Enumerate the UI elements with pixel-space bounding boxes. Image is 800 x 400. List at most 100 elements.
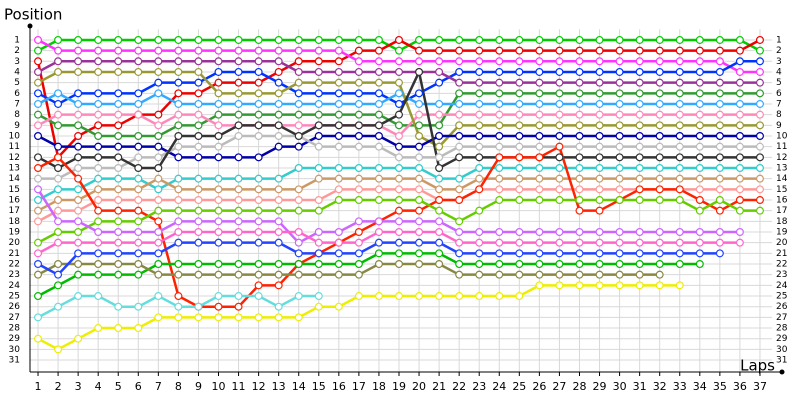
- lap-marker: [394, 78, 403, 87]
- lap-marker: [715, 121, 724, 130]
- lap-marker: [294, 131, 303, 140]
- lap-marker: [254, 46, 263, 55]
- lap-marker: [74, 238, 83, 247]
- y-tick-label: 19: [9, 228, 21, 238]
- y-axis-title: Position: [4, 6, 62, 24]
- lap-marker: [435, 260, 444, 269]
- lap-marker: [515, 121, 524, 130]
- lap-marker: [354, 131, 363, 140]
- lap-marker: [294, 163, 303, 172]
- lap-marker: [74, 217, 83, 226]
- lap-marker: [34, 57, 43, 66]
- lap-marker: [394, 292, 403, 301]
- y-tick-label-right: 2: [776, 46, 782, 56]
- lap-marker: [595, 260, 604, 269]
- lap-marker: [475, 228, 484, 237]
- lap-marker: [455, 228, 464, 237]
- lap-marker: [254, 131, 263, 140]
- lap-marker: [114, 142, 123, 151]
- lap-marker: [114, 217, 123, 226]
- lap-marker: [695, 163, 704, 172]
- lap-marker: [114, 174, 123, 183]
- lap-marker: [394, 89, 403, 98]
- lap-marker: [415, 249, 424, 258]
- lap-marker: [174, 110, 183, 119]
- x-tick-label: 26: [532, 380, 546, 393]
- lap-marker: [314, 206, 323, 215]
- lap-marker: [555, 78, 564, 87]
- y-tick-label: 22: [9, 260, 20, 270]
- lap-marker: [134, 142, 143, 151]
- lap-marker: [274, 185, 283, 194]
- lap-marker: [595, 121, 604, 130]
- lap-marker: [134, 163, 143, 172]
- lap-marker: [735, 228, 744, 237]
- lap-marker: [455, 89, 464, 98]
- lap-marker: [274, 57, 283, 66]
- lap-marker: [334, 121, 343, 130]
- lap-marker: [515, 57, 524, 66]
- lap-marker: [715, 163, 724, 172]
- x-tick-label: 15: [312, 380, 326, 393]
- lap-marker: [154, 174, 163, 183]
- lap-marker: [374, 260, 383, 269]
- lap-marker: [234, 89, 243, 98]
- y-tick-label-right: 11: [776, 142, 787, 152]
- lap-marker: [174, 174, 183, 183]
- lap-marker: [695, 89, 704, 98]
- y-tick-label-right: 6: [776, 89, 782, 99]
- lap-marker: [54, 185, 63, 194]
- y-tick-label-right: 10: [776, 131, 788, 141]
- lap-marker: [234, 57, 243, 66]
- lap-marker: [374, 174, 383, 183]
- lap-marker: [374, 228, 383, 237]
- lap-marker: [635, 67, 644, 76]
- lap-marker: [435, 196, 444, 205]
- y-tick-label-right: 23: [776, 270, 787, 280]
- lap-marker: [334, 110, 343, 119]
- lap-marker: [194, 67, 203, 76]
- lap-marker: [114, 249, 123, 258]
- lap-marker: [154, 121, 163, 130]
- lap-marker: [675, 78, 684, 87]
- lap-marker: [615, 78, 624, 87]
- lap-marker: [174, 206, 183, 215]
- lap-marker: [495, 163, 504, 172]
- lap-marker: [555, 110, 564, 119]
- x-tick-label: 30: [613, 380, 627, 393]
- lap-marker: [495, 131, 504, 140]
- lap-marker: [675, 46, 684, 55]
- lap-marker: [415, 35, 424, 44]
- lap-marker: [314, 163, 323, 172]
- lap-marker: [695, 260, 704, 269]
- lap-marker: [575, 281, 584, 290]
- lap-marker: [535, 35, 544, 44]
- y-tick-label: 1: [14, 35, 20, 45]
- lap-marker: [695, 110, 704, 119]
- lap-marker: [555, 185, 564, 194]
- lap-marker: [435, 228, 444, 237]
- lap-marker: [174, 260, 183, 269]
- lap-marker: [595, 110, 604, 119]
- lap-marker: [254, 110, 263, 119]
- lap-marker: [515, 249, 524, 258]
- x-tick-label: 25: [512, 380, 526, 393]
- lap-marker: [314, 260, 323, 269]
- lap-marker: [174, 228, 183, 237]
- lap-marker: [595, 99, 604, 108]
- lap-marker: [354, 238, 363, 247]
- lap-marker: [655, 281, 664, 290]
- lap-marker: [615, 35, 624, 44]
- lap-marker: [94, 46, 103, 55]
- lap-marker: [475, 131, 484, 140]
- lap-marker: [675, 196, 684, 205]
- lap-marker: [755, 46, 764, 55]
- lap-marker: [675, 174, 684, 183]
- lap-marker: [675, 238, 684, 247]
- lap-marker: [735, 153, 744, 162]
- lap-marker: [334, 46, 343, 55]
- x-tick-label: 12: [252, 380, 266, 393]
- lap-marker: [54, 206, 63, 215]
- lap-marker: [655, 163, 664, 172]
